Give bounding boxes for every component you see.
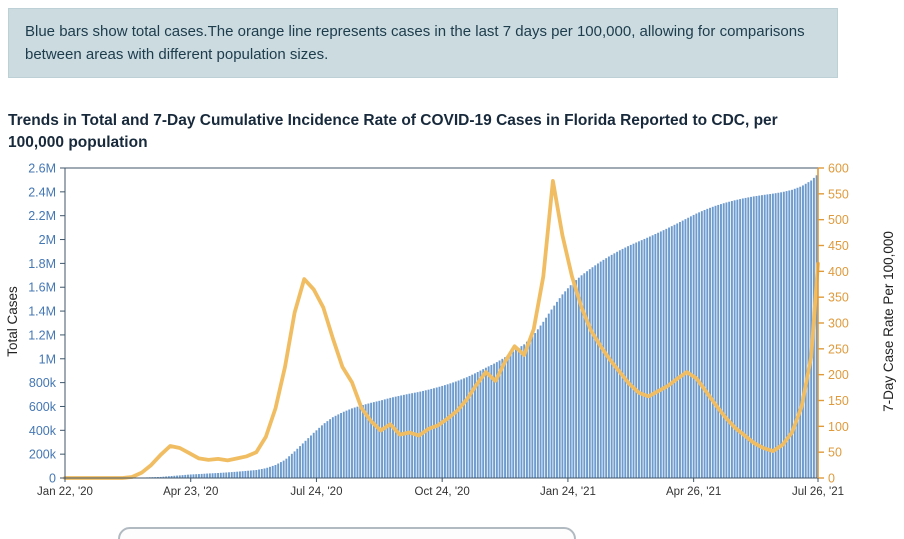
svg-text:400: 400 bbox=[828, 265, 849, 279]
svg-text:200: 200 bbox=[828, 368, 849, 382]
svg-text:1.8M: 1.8M bbox=[28, 257, 56, 271]
partial-panel bbox=[118, 527, 576, 539]
info-banner-text: Blue bars show total cases.The orange li… bbox=[25, 23, 805, 63]
svg-text:450: 450 bbox=[828, 239, 849, 253]
svg-text:2.6M: 2.6M bbox=[28, 162, 56, 176]
svg-text:Apr 23, '20: Apr 23, '20 bbox=[163, 486, 218, 498]
svg-text:500: 500 bbox=[828, 213, 849, 227]
svg-text:Jul 24, '20: Jul 24, '20 bbox=[290, 486, 342, 498]
svg-text:400k: 400k bbox=[29, 424, 57, 438]
svg-text:800k: 800k bbox=[29, 376, 57, 390]
info-banner: Blue bars show total cases.The orange li… bbox=[8, 8, 838, 78]
svg-text:550: 550 bbox=[828, 187, 849, 201]
svg-text:150: 150 bbox=[828, 394, 849, 408]
trend-chart[interactable]: 0 200k 400k 600k 800k 1M 1.2M 1.4M 1.6M 1.8M 2M 2.2… bbox=[16, 156, 872, 508]
svg-text:250: 250 bbox=[828, 342, 849, 356]
svg-text:350: 350 bbox=[828, 291, 849, 305]
svg-text:2.4M: 2.4M bbox=[28, 185, 56, 199]
svg-text:Oct 24, '20: Oct 24, '20 bbox=[415, 486, 470, 498]
svg-text:0: 0 bbox=[828, 472, 835, 486]
svg-text:Jan 22, '20: Jan 22, '20 bbox=[37, 486, 93, 498]
svg-text:2M: 2M bbox=[39, 233, 56, 247]
svg-text:1.4M: 1.4M bbox=[28, 305, 56, 319]
svg-text:2.2M: 2.2M bbox=[28, 209, 56, 223]
svg-text:300: 300 bbox=[828, 317, 849, 331]
svg-text:1.6M: 1.6M bbox=[28, 281, 56, 295]
svg-text:0: 0 bbox=[49, 472, 56, 486]
svg-text:200k: 200k bbox=[29, 448, 57, 462]
svg-text:100: 100 bbox=[828, 420, 849, 434]
svg-text:50: 50 bbox=[828, 446, 842, 460]
chart-title: Trends in Total and 7-Day Cumulative Inc… bbox=[8, 112, 778, 151]
svg-text:600: 600 bbox=[828, 162, 849, 176]
svg-text:600k: 600k bbox=[29, 400, 57, 414]
right-axis-title: 7-Day Case Rate Per 100,000 bbox=[880, 230, 896, 412]
svg-text:Apr 26, '21: Apr 26, '21 bbox=[666, 486, 721, 498]
svg-text:Jan 24, '21: Jan 24, '21 bbox=[540, 486, 596, 498]
svg-text:1.2M: 1.2M bbox=[28, 328, 56, 342]
svg-text:Jul 26, '21: Jul 26, '21 bbox=[792, 486, 844, 498]
svg-text:1M: 1M bbox=[39, 352, 56, 366]
